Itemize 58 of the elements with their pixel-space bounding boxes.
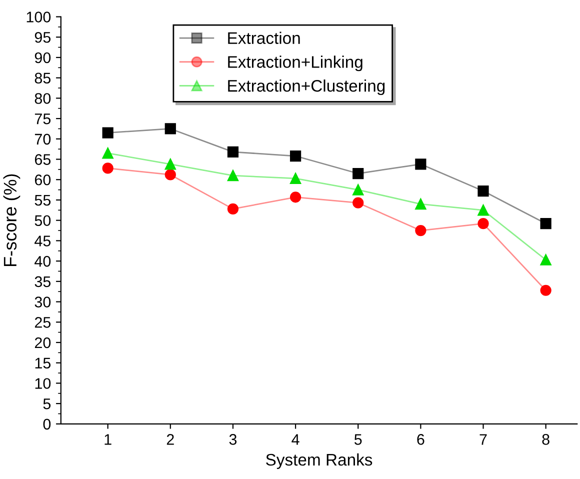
y-tick-label: 50 [34, 215, 51, 226]
x-tick-label: 5 [354, 434, 362, 445]
point [102, 127, 114, 138]
point [164, 123, 176, 134]
point [478, 185, 489, 197]
y-tick-label: 95 [34, 32, 51, 43]
point [290, 150, 302, 162]
x-tick-label: 4 [292, 434, 300, 445]
x-tick-label: 6 [417, 434, 424, 445]
legend-label: Extraction+Clustering [228, 80, 385, 96]
point [352, 168, 364, 180]
x-tick-label: 7 [480, 434, 487, 445]
point [352, 197, 364, 208]
point [415, 224, 426, 236]
point [102, 162, 114, 174]
y-tick-label: 85 [34, 72, 51, 84]
legend-label: Extraction [228, 32, 300, 44]
y-axis-title: F-score (%) [3, 174, 20, 266]
point [290, 172, 302, 184]
y-tick-label: 30 [34, 296, 51, 308]
x-axis-title: System Ranks [266, 453, 372, 469]
point [540, 218, 552, 230]
y-tick-label: 90 [34, 52, 51, 64]
point [478, 204, 489, 216]
point [415, 158, 426, 170]
point [540, 284, 552, 296]
point [478, 218, 489, 230]
y-tick-label: 80 [34, 93, 51, 104]
y-tick-label: 100 [26, 12, 51, 22]
y-tick-label: 10 [35, 378, 51, 389]
point [352, 184, 364, 196]
x-tick-label: 3 [229, 434, 237, 445]
y-tick-label: 45 [34, 236, 51, 246]
y-tick-label: 65 [34, 154, 51, 165]
y-tick-label: 25 [34, 316, 51, 328]
point [227, 203, 239, 214]
point [415, 198, 426, 210]
x-tick-label: 1 [104, 434, 112, 445]
point [227, 170, 239, 182]
y-tick-label: 5 [43, 398, 51, 410]
point [164, 158, 176, 170]
y-tick-label: 70 [34, 134, 51, 145]
y-tick-label: 60 [34, 174, 51, 186]
y-tick-label: 40 [34, 256, 51, 267]
point [227, 146, 239, 158]
x-tick-label: 2 [166, 434, 174, 445]
y-tick-label: 20 [34, 337, 51, 348]
y-tick-label: 75 [34, 114, 51, 124]
y-tick-label: 0 [43, 418, 51, 430]
point [540, 254, 552, 266]
y-tick-label: 35 [34, 276, 51, 288]
point [102, 148, 114, 159]
x-tick-label: 8 [542, 434, 550, 445]
y-tick-label: 55 [34, 195, 51, 206]
legend-label: Extraction+Linking [228, 56, 362, 72]
point [164, 169, 176, 180]
point [290, 192, 302, 203]
y-tick-label: 15 [35, 358, 51, 369]
